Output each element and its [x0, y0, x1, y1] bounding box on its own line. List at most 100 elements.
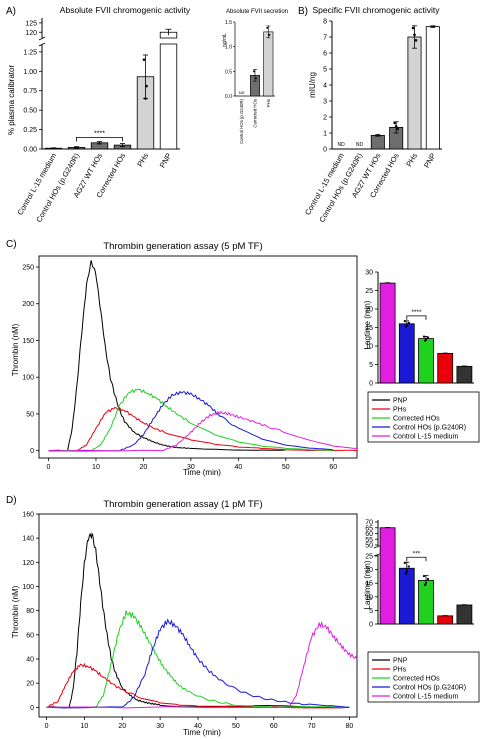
panel-a-ytick-label: 0.75: [23, 88, 37, 95]
panel-c-inset-bar: [398, 323, 415, 384]
panel-c-series-line: [48, 406, 358, 452]
panel-a-ytick-label: 0.50: [23, 108, 37, 115]
panel-d-ytick-label: 60: [26, 632, 34, 639]
panel-a-inset-datapoint: [253, 70, 255, 73]
panel-c-inset-ytick-label: 0: [369, 381, 373, 388]
panel-c-series-line: [48, 410, 358, 452]
panel-c-legend-entry: PHs: [393, 407, 407, 414]
panel-b-datapoint: [393, 121, 396, 125]
panel-d: D) Thrombin generation assay (1 pM TF) T…: [6, 495, 480, 737]
panel-a-inset-ytick-label: 0.5: [225, 69, 232, 75]
panel-d-inset-bar: [456, 604, 473, 625]
panel-c-inset-bar: [379, 282, 396, 384]
panel-d-series-line: [46, 662, 350, 709]
panel-d-ytick-label: 120: [22, 560, 34, 567]
panel-d-xtick-label: 30: [156, 723, 164, 730]
panel-d-inset-ytick-label: 20: [365, 567, 373, 574]
panel-d-inset-bar: [379, 527, 396, 625]
panel-c-title: Thrombin generation assay (5 pM TF): [103, 241, 262, 252]
panel-b-nd-label: ND: [356, 142, 364, 148]
panel-a-inset-xtick-label: Control HOs (p.G240R): [239, 98, 244, 143]
panel-d-inset-ytick-label: 15: [365, 581, 373, 588]
panel-d-ytick-label: 140: [22, 536, 34, 543]
panel-c-xtick-label: 30: [187, 464, 195, 471]
panel-c-ytick-label: 100: [22, 375, 34, 382]
panel-a-inset-datapoint: [266, 26, 269, 29]
panel-c-ytick-label: 250: [22, 265, 34, 272]
panel-c-xtick-label: 40: [234, 464, 242, 471]
panel-b-datapoint: [413, 33, 416, 37]
panel-d-legend-entry: PNP: [393, 658, 408, 665]
panel-c-inset-datapoint: [422, 335, 426, 338]
panel-b-datapoint: [394, 124, 398, 128]
panel-c-plot-frame: [38, 255, 358, 459]
panel-a-significance-bracket: [76, 136, 123, 142]
panel-d-inset-datapoint: [422, 574, 426, 578]
panel-b-label: B): [298, 6, 308, 17]
panel-c-legend-entry: Control L-15 medium: [393, 434, 459, 441]
panel-b-ytick-label: 8: [323, 19, 327, 26]
panel-c-xtick-label: 60: [329, 464, 337, 471]
panel-a-inset-ytick-label: 0.0: [225, 94, 232, 100]
panel-d-legend-entry: Control HOs (p.G240R): [393, 685, 466, 692]
panel-b-datapoint: [414, 39, 418, 42]
panel-a-inset-ytick-label: 1.0: [225, 45, 232, 51]
panel-c-label: C): [6, 239, 17, 250]
panel-c: C) Thrombin generation assay (5 pM TF) T…: [6, 239, 480, 477]
panel-d-xtick-label: 80: [346, 723, 354, 730]
panel-a-ytick-label: 0.00: [23, 147, 37, 154]
panel-a-inset-xtick-label: Corrected HOs: [253, 99, 258, 128]
panel-c-ylabel: Thrombin (nM): [11, 323, 20, 376]
panel-d-inset-ytick-label: 50: [365, 543, 373, 550]
panel-d-inset-datapoint: [423, 583, 427, 586]
panel-d-inset-bar: [398, 567, 415, 625]
panel-c-inset-ylabel: Lagtime (min): [363, 300, 372, 349]
panel-b-ytick-label: 7: [323, 35, 327, 42]
panel-d-xlabel: Time (min): [183, 728, 221, 737]
panel-d-label: D): [6, 495, 17, 506]
panel-d-inset-ytick-label: 60: [365, 531, 373, 538]
panel-d-inset-ylabel: Lagtime (min): [363, 560, 372, 609]
panel-d-series-line: [46, 610, 350, 709]
panel-c-legend-entry: Corrected HOs: [393, 416, 440, 423]
panel-a-inset-title: Absolute FVII secretion: [226, 9, 288, 15]
panel-d-xtick-label: 0: [45, 723, 49, 730]
panel-c-inset-datapoint: [404, 325, 407, 328]
panel-b-ytick-label: 5: [323, 67, 327, 74]
panel-d-inset-bar: [418, 580, 434, 625]
panel-d-inset-ytick-label: 25: [365, 554, 373, 561]
panel-a-inset: Absolute FVII secretion ng/mL 0.0 0.5 1.0 1…: [222, 9, 288, 144]
panel-b-bar: [370, 134, 385, 150]
panel-c-inset-ytick-label: 5: [369, 362, 373, 369]
panel-d-xtick-label: 20: [118, 723, 126, 730]
panel-c-inset-datapoint: [403, 320, 406, 323]
panel-d-inset-ytick-label: 5: [369, 608, 373, 615]
panel-c-xtick-label: 10: [92, 464, 100, 471]
panel-b-ytick-label: 6: [323, 51, 327, 58]
panel-c-ytick-label: 200: [22, 301, 34, 308]
panel-d-inset-datapoint: [424, 581, 428, 585]
panel-c-inset-ytick-label: 25: [365, 288, 373, 295]
panel-a-xtick-label: PHs: [135, 151, 150, 168]
panel-a-datapoint: [144, 97, 147, 100]
panel-c-inset-bar: [456, 365, 473, 384]
panel-c-inset-bar: [437, 352, 454, 384]
panel-d-xtick-label: 60: [270, 723, 278, 730]
panel-a-significance-label: ****: [94, 130, 105, 137]
panel-c-inset-ytick-label: 15: [365, 325, 373, 332]
panel-c-inset-datapoint: [423, 339, 427, 342]
panel-a-inset-ytick-label: 1.5: [225, 20, 232, 26]
panel-d-inset-significance-label: ***: [413, 550, 421, 557]
panel-d-title: Thrombin generation assay (1 pM TF): [103, 499, 262, 510]
panel-c-inset-datapoint: [407, 321, 410, 325]
panel-c-legend-entry: Control HOs (p.G240R): [393, 425, 466, 432]
panel-d-ytick-label: 20: [26, 681, 34, 688]
panel-d-legend-entry: PHs: [393, 667, 407, 674]
panel-a-label: A): [6, 6, 16, 17]
panel-c-inset-ytick-label: 20: [365, 307, 373, 314]
panel-d-inset-axis-break-gap: [374, 546, 478, 555]
panel-d-inset-datapoint: [407, 565, 410, 568]
panel-d-series-line: [46, 620, 358, 709]
panel-a-axis-break-mark: [38, 42, 46, 47]
